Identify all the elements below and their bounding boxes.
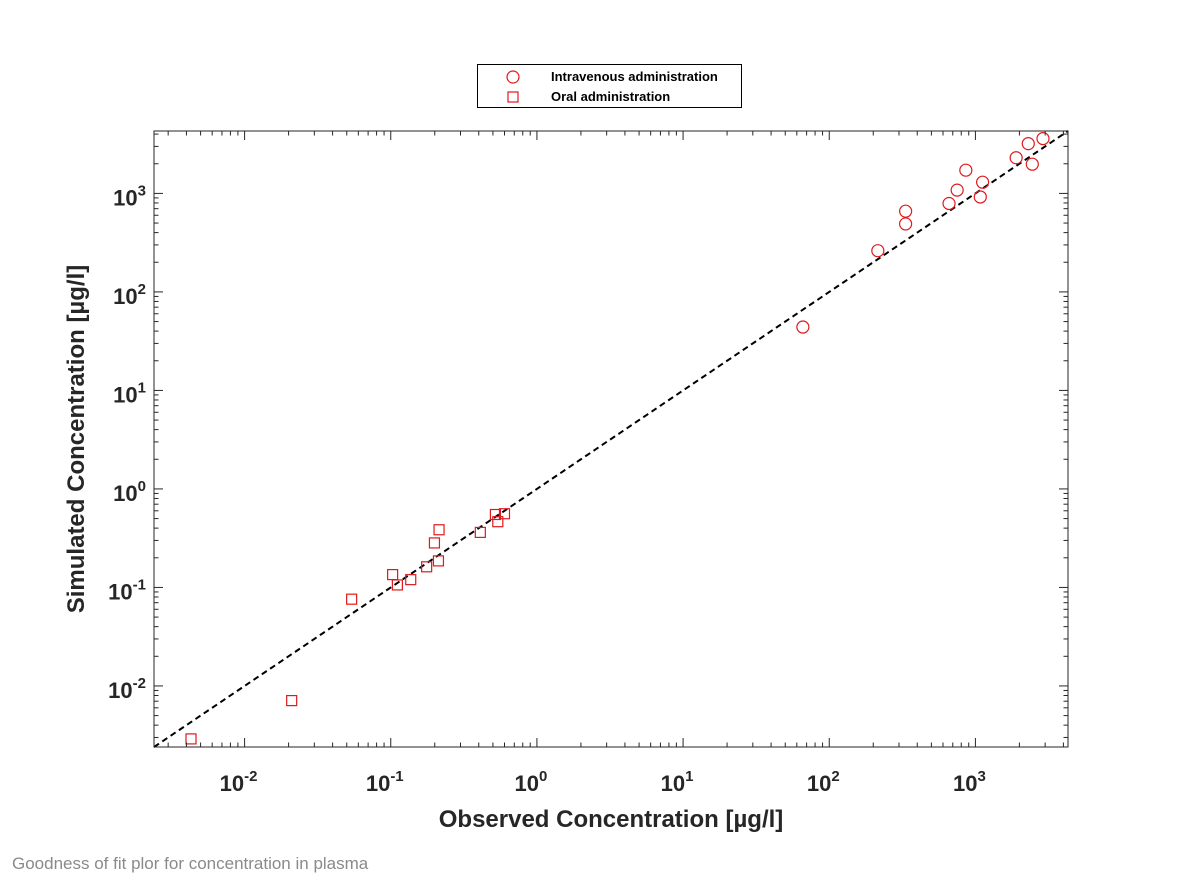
oral-data-point [346, 593, 358, 605]
legend: Intravenous administration Oral administ… [477, 64, 742, 108]
oral-data-point [498, 508, 511, 520]
y-tick-label: 102 [113, 281, 146, 309]
oral-data-point [489, 508, 502, 521]
iv-data-point [959, 163, 973, 177]
x-tick-label: 100 [515, 768, 548, 796]
iv-data-point [1036, 132, 1050, 146]
x-tick-label: 102 [807, 768, 840, 796]
oral-data-point [492, 516, 504, 528]
marker-layer [185, 132, 1050, 745]
iv-data-point [1025, 157, 1039, 171]
iv-data-point [973, 190, 987, 204]
axes-box [153, 130, 1069, 748]
oral-data-point [433, 524, 445, 536]
x-tick-label: 10-1 [366, 768, 404, 796]
iv-data-point [1009, 151, 1023, 165]
iv-data-point [899, 204, 913, 218]
oral-data-point [185, 733, 197, 745]
iv-data-point [899, 217, 913, 231]
y-axis-title: Simulated Concentration [µg/l] [63, 265, 90, 614]
y-tick-label: 103 [113, 182, 146, 210]
y-tick-label: 10-2 [108, 675, 146, 703]
legend-label-oral: Oral administration [551, 89, 671, 104]
iv-data-point [871, 244, 885, 258]
x-tick-label: 10-2 [220, 768, 258, 796]
figure-caption: Goodness of fit plor for concentration i… [12, 854, 369, 873]
oral-data-point [432, 555, 445, 567]
iv-data-point [950, 183, 964, 197]
legend-item-intravenous: Intravenous administration [478, 67, 741, 87]
iv-data-point [1021, 137, 1035, 151]
x-axis-title: Observed Concentration [µg/l] [439, 806, 784, 833]
x-tick-label: 101 [661, 768, 694, 796]
oral-data-point [286, 694, 298, 707]
iv-data-point [976, 175, 990, 189]
legend-item-oral: Oral administration [478, 87, 741, 107]
y-tick-label: 100 [113, 478, 146, 506]
identity-line [153, 130, 1069, 748]
x-tick-label: 103 [953, 768, 986, 796]
circle-marker-icon [506, 70, 520, 84]
y-tick-label: 10-1 [108, 576, 146, 604]
oral-data-point [421, 561, 433, 573]
iv-data-point [796, 320, 810, 334]
y-tick-label: 101 [113, 379, 146, 407]
oral-data-point [474, 526, 486, 538]
plot-area [153, 130, 1069, 748]
iv-data-point [942, 196, 956, 211]
oral-data-point [391, 579, 403, 591]
oral-data-point [405, 574, 417, 586]
legend-label-intravenous: Intravenous administration [551, 69, 718, 84]
axes: 10-2 10-1 100 101 102 103 10-2 10-1 100 101 102 103 [108, 130, 1069, 796]
oral-data-point [428, 537, 441, 549]
square-marker-icon [507, 91, 519, 103]
